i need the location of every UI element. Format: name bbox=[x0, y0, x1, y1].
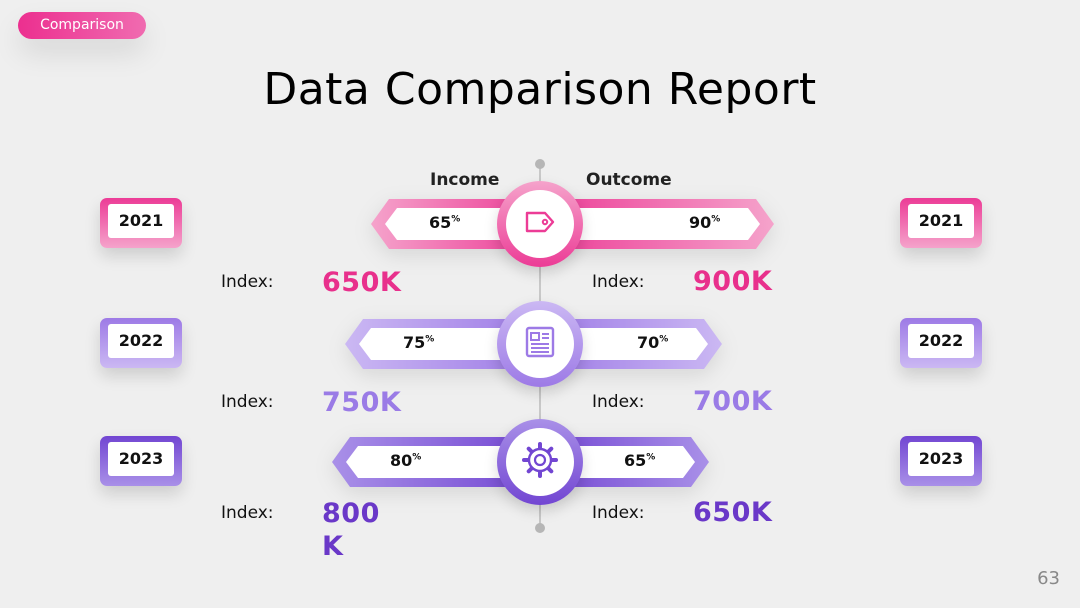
outcome-bar bbox=[540, 199, 774, 249]
income-index-value: 650K bbox=[322, 267, 402, 298]
income-bar bbox=[332, 437, 540, 487]
year-label: 2021 bbox=[108, 204, 174, 238]
row-icon-inner bbox=[506, 310, 574, 378]
year-box-right: 2023 bbox=[900, 436, 982, 486]
gear-icon bbox=[520, 440, 560, 484]
year-box-right: 2022 bbox=[900, 318, 982, 368]
row-icon-inner bbox=[506, 190, 574, 258]
page-title: Data Comparison Report bbox=[263, 64, 817, 115]
row-icon-circle bbox=[497, 181, 583, 267]
outcome-index-value: 900K bbox=[693, 266, 773, 297]
income-index-label: Index: bbox=[221, 392, 274, 412]
row-icon-circle bbox=[497, 419, 583, 505]
outcome-index-value: 700K bbox=[693, 386, 773, 417]
year-box-left: 2021 bbox=[100, 198, 182, 248]
income-index-value: 750K bbox=[322, 387, 402, 418]
year-box-left: 2022 bbox=[100, 318, 182, 368]
year-label: 2021 bbox=[908, 204, 974, 238]
income-index-value: 800 K bbox=[322, 498, 380, 562]
year-label: 2023 bbox=[108, 442, 174, 476]
year-label: 2022 bbox=[108, 324, 174, 358]
income-index-label: Index: bbox=[221, 503, 274, 523]
outcome-index-label: Index: bbox=[592, 392, 645, 412]
year-box-left: 2023 bbox=[100, 436, 182, 486]
price-tag-icon bbox=[521, 203, 559, 245]
year-label: 2023 bbox=[908, 442, 974, 476]
income-percent-label: 75% bbox=[403, 333, 435, 352]
outcome-percent-label: 65% bbox=[624, 451, 656, 470]
income-percent-label: 80% bbox=[390, 451, 422, 470]
page-number: 63 bbox=[1037, 568, 1060, 589]
axis-bottom-dot bbox=[535, 523, 545, 533]
income-header: Income bbox=[430, 170, 500, 190]
outcome-header: Outcome bbox=[586, 170, 672, 190]
row-icon-inner bbox=[506, 428, 574, 496]
outcome-index-label: Index: bbox=[592, 503, 645, 523]
year-label: 2022 bbox=[908, 324, 974, 358]
row-icon-circle bbox=[497, 301, 583, 387]
axis-top-dot bbox=[535, 159, 545, 169]
year-box-right: 2021 bbox=[900, 198, 982, 248]
outcome-percent-label: 90% bbox=[689, 213, 721, 232]
section-tag: Comparison bbox=[18, 12, 146, 39]
income-percent-label: 65% bbox=[429, 213, 461, 232]
outcome-percent-label: 70% bbox=[637, 333, 669, 352]
outcome-index-value: 650K bbox=[693, 497, 773, 528]
newspaper-icon bbox=[520, 322, 560, 366]
income-index-label: Index: bbox=[221, 272, 274, 292]
income-bar bbox=[345, 319, 540, 369]
outcome-index-label: Index: bbox=[592, 272, 645, 292]
